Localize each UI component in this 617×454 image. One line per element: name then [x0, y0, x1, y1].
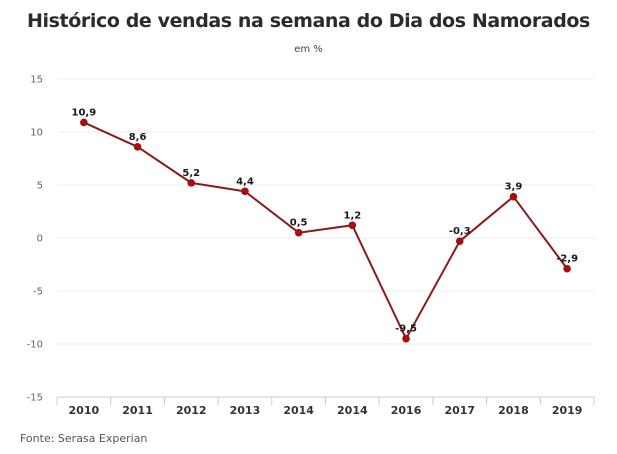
x-tick-label: 2010 — [69, 404, 100, 417]
y-tick-label: 0 — [37, 234, 43, 245]
x-tick-label: 2012 — [176, 404, 207, 417]
source-note: Fonte: Serasa Experian — [20, 432, 148, 445]
data-label: 1,2 — [343, 210, 361, 221]
data-point — [402, 334, 410, 343]
series-line — [83, 121, 568, 340]
x-tick-label: 2011 — [122, 404, 153, 417]
data-labels: 10,9 8,6 5,2 4,4 0,5 1,2 -9,5 -0,3 3,9 -2,9 — [72, 107, 579, 334]
data-point — [187, 179, 196, 187]
data-label: 3,9 — [505, 182, 523, 193]
data-point — [80, 118, 88, 127]
data-label: 10,9 — [72, 107, 97, 118]
data-point — [241, 187, 249, 196]
y-tick-label: -10 — [27, 340, 43, 351]
series-layer — [80, 118, 571, 343]
y-tick-label: -15 — [27, 393, 43, 404]
data-point — [348, 221, 357, 230]
data-label: 4,4 — [236, 176, 254, 187]
x-tick-label: 2019 — [552, 404, 583, 417]
chart-subtitle: em % — [294, 44, 323, 55]
chart-title: Histórico de vendas na semana do Dia dos… — [27, 10, 590, 32]
data-label: -9,5 — [395, 324, 417, 335]
data-point — [294, 228, 303, 237]
y-tick-label: 5 — [37, 181, 43, 192]
data-point — [563, 264, 571, 273]
data-label: -2,9 — [556, 254, 578, 265]
x-tick-label: 2013 — [230, 404, 261, 417]
y-tick-label: 10 — [30, 128, 43, 139]
x-tick-label: 2016 — [391, 404, 422, 417]
x-tick-label: 2017 — [444, 404, 475, 417]
data-point — [455, 237, 464, 245]
x-tick-label: 2014 — [337, 404, 368, 417]
data-label: 8,6 — [129, 132, 147, 143]
data-label: 0,5 — [290, 218, 308, 229]
data-label: 5,2 — [182, 168, 200, 179]
x-tick-label: 2018 — [498, 404, 529, 417]
data-point — [133, 143, 142, 151]
data-label: -0,3 — [449, 226, 471, 237]
y-tick-label: -5 — [33, 287, 43, 298]
x-tick-label: 2014 — [283, 404, 314, 417]
x-axis: 2010 2011 2012 2013 2014 2014 2016 2017 2018 2019 — [56, 396, 595, 417]
y-tick-label: 15 — [30, 75, 43, 86]
data-point — [509, 192, 518, 201]
y-axis: 15 10 5 0 -5 -10 -15 — [27, 75, 43, 404]
grid-layer — [57, 78, 594, 345]
